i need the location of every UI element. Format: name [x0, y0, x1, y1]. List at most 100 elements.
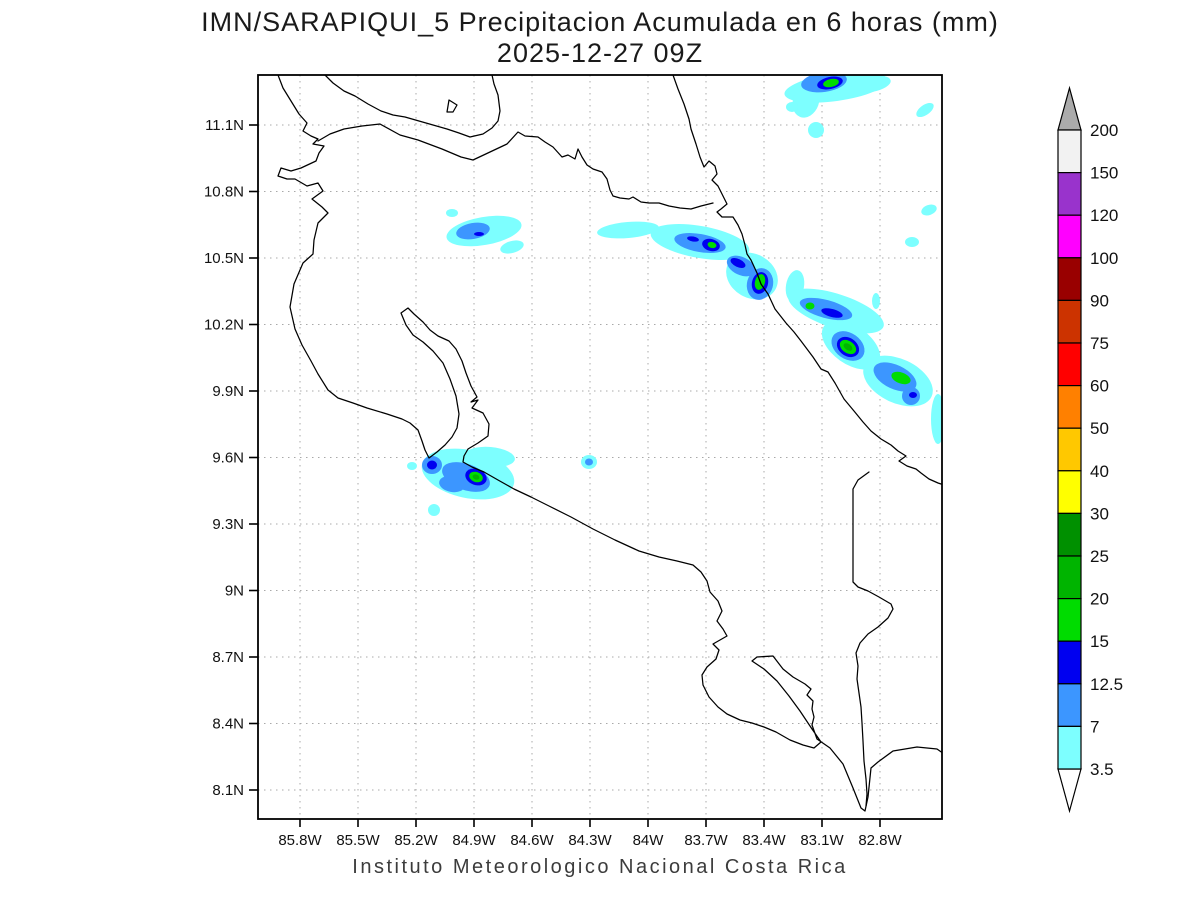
precipitation-patches: [407, 75, 942, 516]
colorbar-level-label: 100: [1090, 249, 1118, 268]
colorbar-cell: [1057, 683, 1082, 727]
precip-blob-ge-12.5mm: [909, 392, 917, 398]
colorbar-level-label: 7: [1090, 717, 1099, 736]
coastline-pacific: [277, 75, 942, 812]
lat-tick-label: 8.1N: [212, 782, 244, 799]
lon-tick-label: 83.1W: [800, 832, 844, 849]
colorbar-cell: [1057, 214, 1082, 259]
precip-blob-ge-15mm: [805, 302, 815, 310]
precip-blob-ge-15mm: [823, 78, 839, 88]
precip-blob-ge-3.5mm: [916, 102, 934, 118]
precip-blob-ge-12.5mm: [474, 232, 484, 236]
lon-tick-label: 82.8W: [858, 832, 902, 849]
precip-blob-ge-3.5mm: [792, 84, 820, 118]
border-san-juan-river: [317, 123, 714, 210]
coastline-lake-nicaragua: [324, 75, 501, 138]
colorbar-level-label: 150: [1090, 164, 1118, 183]
precip-blob-ge-7mm: [585, 458, 593, 466]
colorbar-cell: [1057, 555, 1082, 600]
precip-blob-ge-20mm: [843, 343, 853, 351]
colorbar-level-label: 75: [1090, 334, 1109, 353]
lon-tick-label: 84.9W: [452, 832, 496, 849]
lon-tick-label: 83.4W: [742, 832, 786, 849]
colorbar-level-label: 3.5: [1090, 760, 1114, 779]
colorbar-legend: 200 150 120 100 90 75 60 50 40 30 25 20 15 12.5 7 3.5: [1057, 85, 1123, 814]
lat-tick-label: 9N: [225, 583, 244, 600]
precip-blob-ge-3.5mm: [905, 237, 919, 247]
plot-frame: [249, 74, 943, 827]
lat-tick-label: 8.7N: [212, 649, 244, 666]
lat-tick-label: 9.3N: [212, 516, 244, 533]
precip-blob-ge-3.5mm: [597, 221, 659, 239]
colorbar-cell: [1057, 172, 1082, 216]
colorbar-cell: [1057, 597, 1082, 642]
institution-caption: Instituto Meteorologico Nacional Costa R…: [352, 856, 848, 878]
lon-tick-label: 85.5W: [336, 832, 380, 849]
grid-lines: [258, 75, 942, 819]
lon-tick-label: 84.3W: [568, 832, 612, 849]
precip-blob-ge-3.5mm: [921, 204, 937, 216]
colorbar-cell: [1057, 257, 1082, 301]
lon-tick-label: 85.8W: [278, 832, 322, 849]
colorbar-level-label: 15: [1090, 632, 1109, 651]
border-panama: [852, 471, 894, 807]
lon-tick-label: 84W: [633, 832, 665, 849]
lat-tick-label: 10.8N: [204, 184, 244, 201]
colorbar-cell: [1057, 470, 1082, 514]
precip-blob-ge-3.5mm: [931, 394, 942, 444]
colorbar-cell: [1057, 299, 1082, 344]
colorbar-level-label: 60: [1090, 377, 1109, 396]
colorbar-level-label: 12.5: [1090, 675, 1123, 694]
colorbar-level-label: 40: [1090, 462, 1109, 481]
colorbar-cell: [1057, 385, 1082, 429]
precip-blob-ge-12.5mm: [821, 308, 843, 318]
lat-tick-label: 11.1N: [205, 117, 244, 134]
precip-blob-ge-12.5mm: [427, 460, 437, 470]
precip-blob-ge-3.5mm: [786, 102, 798, 112]
precip-blob-ge-3.5mm: [808, 122, 824, 138]
lat-tick-label: 8.4N: [212, 716, 244, 733]
lat-tick-label: 10.2N: [204, 317, 244, 334]
map-title: IMN/SARAPIQUI_5 Precipitacion Acumulada …: [201, 7, 999, 37]
coastline-caribbean: [672, 75, 942, 485]
precip-blob-ge-3.5mm: [465, 446, 515, 468]
colorbar-cell: [1057, 512, 1082, 557]
lat-tick-label: 9.9N: [212, 383, 244, 400]
precip-blob-ge-12.5mm: [730, 258, 746, 268]
colorbar-level-label: 120: [1090, 206, 1118, 225]
lon-tick-label: 83.7W: [684, 832, 728, 849]
lat-tick-label: 10.5N: [204, 250, 244, 267]
precip-blob-ge-20mm: [472, 474, 480, 480]
colorbar-arrow-top: [1057, 85, 1082, 131]
colorbar-cell: [1057, 640, 1082, 685]
precip-blob-ge-3.5mm: [872, 293, 880, 309]
lon-tick-label: 85.2W: [394, 832, 438, 849]
colorbar-level-label: 200: [1090, 121, 1118, 140]
colorbar-arrow-bottom: [1057, 768, 1082, 814]
map-valid-time: 2025-12-27 09Z: [496, 38, 704, 68]
precip-blob-ge-15mm: [707, 241, 717, 249]
colorbar-level-label: 30: [1090, 504, 1109, 523]
precip-blob-ge-12.5mm: [687, 236, 699, 242]
colorbar-cell: [1057, 129, 1082, 174]
colorbar-level-label: 25: [1090, 547, 1109, 566]
lat-tick-label: 9.6N: [212, 450, 244, 467]
precip-blob-ge-3.5mm: [428, 504, 440, 516]
precip-blob-ge-7mm: [439, 475, 465, 493]
colorbar-level-label: 20: [1090, 590, 1109, 609]
axis-labels: 85.8W 85.5W 85.2W 84.9W 84.6W 84.3W 84W 83.7W 83…: [204, 117, 903, 849]
colorbar-cell: [1057, 342, 1082, 387]
precip-blob-ge-3.5mm: [851, 75, 891, 93]
lake-island: [446, 99, 458, 113]
precip-blob-ge-3.5mm: [500, 240, 524, 254]
precip-blob-ge-15mm: [891, 371, 911, 385]
colorbar-cell: [1057, 427, 1082, 472]
precip-blob-ge-3.5mm: [407, 462, 417, 470]
colorbar-cell: [1057, 725, 1082, 770]
lon-tick-label: 84.6W: [510, 832, 554, 849]
precip-blob-ge-3.5mm: [446, 209, 458, 217]
coastline: [277, 75, 942, 812]
colorbar-level-label: 50: [1090, 419, 1109, 438]
